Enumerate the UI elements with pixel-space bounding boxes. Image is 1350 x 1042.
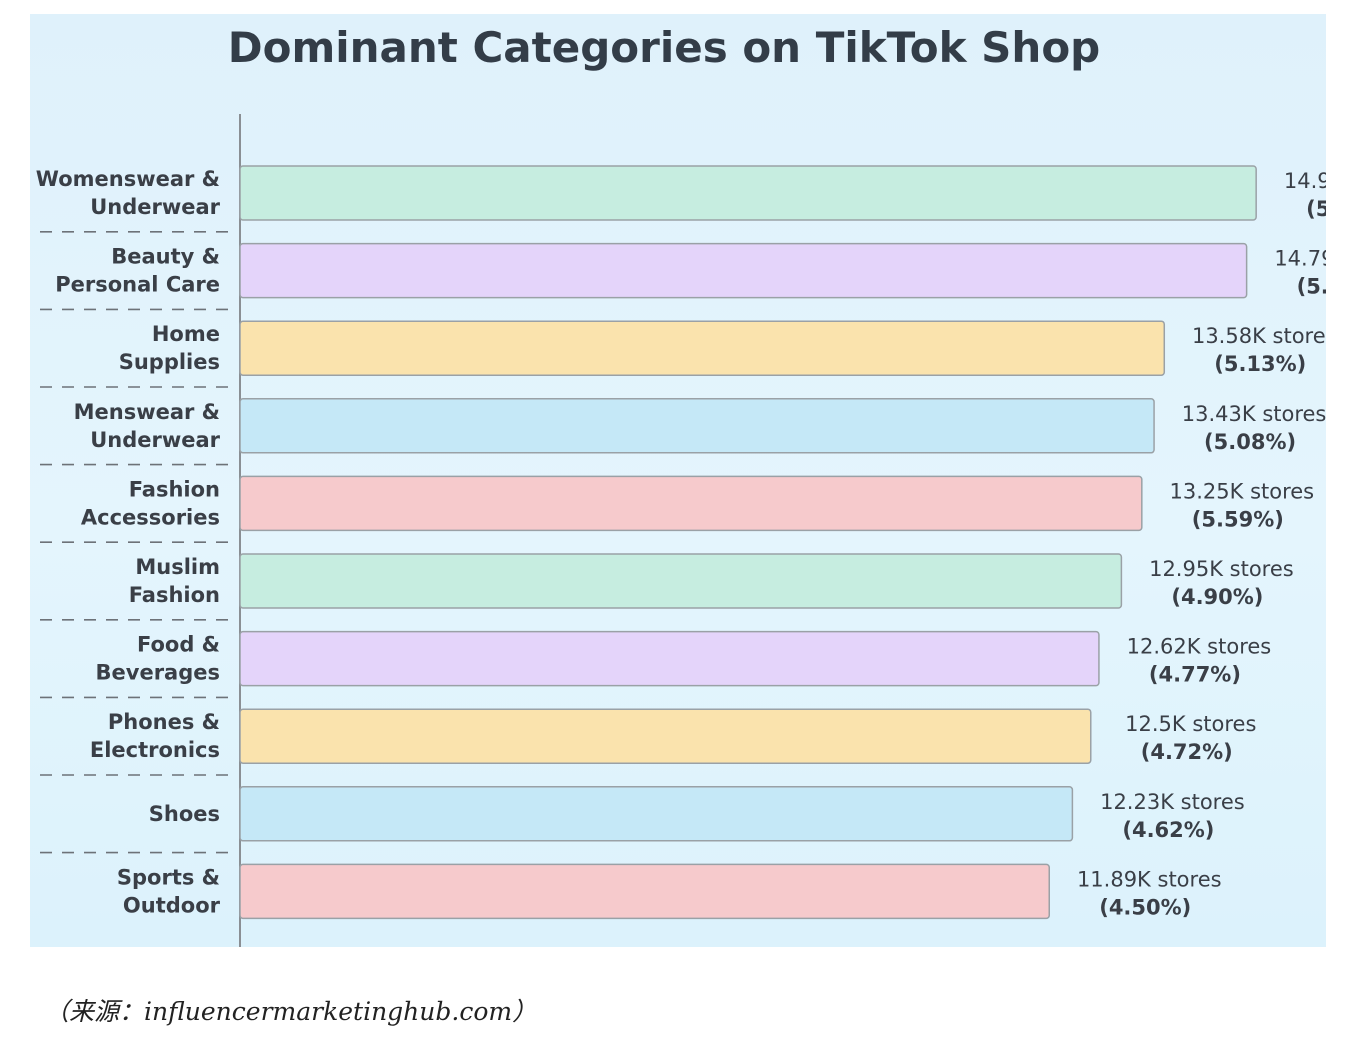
category-label: Shoes <box>149 802 220 826</box>
percent-label: (5.59%) <box>1192 507 1284 531</box>
category-label: Fashion Accessories <box>81 477 220 529</box>
value-label: 12.95K stores <box>1149 557 1294 581</box>
bar-0 <box>239 165 1257 221</box>
value-label: 12.62K stores <box>1127 635 1272 659</box>
value-label: 13.25K stores <box>1170 479 1315 503</box>
percent-label: (5.13%) <box>1214 352 1306 376</box>
category-label: Sports & Outdoor <box>117 865 221 917</box>
bar-4 <box>239 475 1143 532</box>
percent-label: (5.08%) <box>1204 430 1296 454</box>
chart-title: Dominant Categories on TikTok Shop <box>228 23 1100 72</box>
percent-label: (4.77%) <box>1149 663 1241 687</box>
category-label: Food & Beverages <box>96 633 220 685</box>
percent-label: (4.62%) <box>1122 818 1214 842</box>
percent-label: (4.90%) <box>1171 585 1263 609</box>
value-label: 13.58K stores <box>1192 324 1326 348</box>
value-label: 13.43K stores <box>1182 402 1326 426</box>
chart-panel: Dominant Categories on TikTok Shop Women… <box>30 14 1326 947</box>
value-label: 12.5K stores <box>1125 712 1256 736</box>
value-label: 14.93K stores <box>1284 169 1326 193</box>
category-label: Beauty & Personal Care <box>55 245 220 297</box>
percent-label: (5.59%) <box>1297 275 1326 299</box>
category-label: Muslim Fashion <box>129 555 220 607</box>
percent-label: (5.64%) <box>1306 197 1326 221</box>
bar-9 <box>239 863 1051 920</box>
value-label: 11.89K stores <box>1077 867 1222 891</box>
percent-label: (4.50%) <box>1099 895 1191 919</box>
bar-8 <box>239 786 1074 842</box>
category-label: Menswear & Underwear <box>74 400 221 452</box>
category-label: Home Supplies <box>119 322 220 374</box>
bar-7 <box>239 708 1092 764</box>
category-label: Womenswear & Underwear <box>36 167 221 219</box>
bar-1 <box>239 242 1248 299</box>
source-note: （来源：influencermarketinghub.com） <box>44 997 538 1026</box>
value-label: 14.79K stores <box>1274 247 1326 271</box>
bar-5 <box>239 553 1123 609</box>
category-label: Phones & Electronics <box>90 710 220 762</box>
bar-2 <box>239 320 1166 376</box>
value-label: 12.23K stores <box>1100 790 1245 814</box>
bar-chart: Dominant Categories on TikTok Shop Women… <box>36 23 1326 947</box>
bar-6 <box>239 630 1100 687</box>
bar-3 <box>239 398 1155 454</box>
percent-label: (4.72%) <box>1141 740 1233 764</box>
